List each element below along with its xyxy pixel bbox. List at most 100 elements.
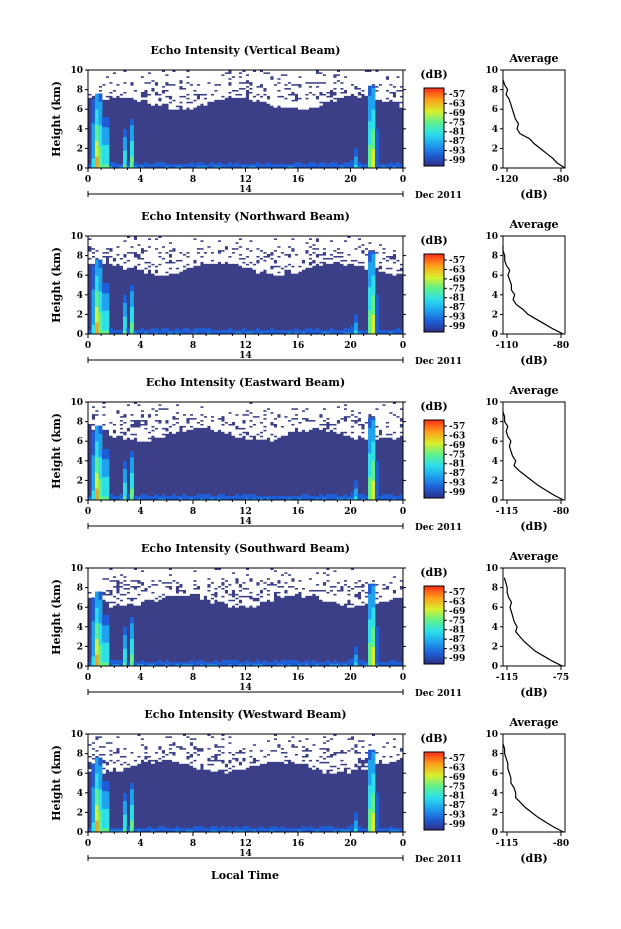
colorbar-unit: (dB) (420, 234, 447, 247)
colorbar-tick-label: -81 (449, 792, 465, 802)
profile-y-tick-label: 0 (492, 330, 498, 340)
heatmap-cells (88, 734, 404, 833)
profile-x-label: (dB) (520, 354, 547, 367)
y-axis-label: Height (km) (50, 81, 63, 157)
profile-y-tick-label: 2 (492, 310, 498, 320)
colorbar-tick-label: -93 (449, 811, 465, 821)
profile-y-tick-label: 0 (492, 662, 498, 672)
profile-y-tick-label: 4 (492, 125, 498, 135)
colorbar-tick-label: -57 (449, 90, 465, 100)
date-label: Dec 2011 (415, 855, 462, 865)
profile-x-tick-label: -80 (553, 839, 569, 849)
date-label: Dec 2011 (415, 191, 462, 201)
x-tick-label: 0 (400, 673, 406, 683)
heatmap-cells (88, 568, 404, 667)
y-tick-label: 4 (77, 789, 83, 799)
colorbar-tick-label: -93 (449, 479, 465, 489)
panel-title: Echo Intensity (Westward Beam) (144, 708, 346, 721)
colorbar-tick-label: -63 (449, 597, 465, 607)
colorbar-tick-label: -87 (449, 469, 465, 479)
y-tick-label: 10 (70, 730, 83, 740)
colorbar-unit: (dB) (420, 68, 447, 81)
profile-x-tick-label: -80 (553, 507, 569, 517)
profile-title: Average (508, 550, 558, 563)
x-tick-label: 4 (137, 175, 143, 185)
y-tick-label: 2 (77, 476, 83, 486)
profile-x-label: (dB) (520, 852, 547, 865)
colorbar-tick-label: -69 (449, 773, 465, 783)
y-tick-label: 2 (77, 808, 83, 818)
colorbar-tick-label: -75 (449, 450, 465, 460)
y-tick-label: 10 (70, 66, 83, 76)
x-tick-label: 4 (137, 839, 143, 849)
profile-title: Average (508, 218, 558, 231)
panel-title: Echo Intensity (Southward Beam) (141, 542, 350, 555)
profile-x-label: (dB) (520, 188, 547, 201)
x-tick-label: 0 (85, 341, 91, 351)
profile-y-tick-label: 10 (485, 398, 498, 408)
y-tick-label: 0 (77, 330, 83, 340)
y-tick-label: 0 (77, 496, 83, 506)
x-axis-label: Local Time (211, 869, 279, 882)
profile-y-tick-label: 0 (492, 164, 498, 174)
profile-frame (502, 401, 566, 501)
x-tick-label: 8 (190, 839, 196, 849)
profile-title: Average (508, 52, 558, 65)
colorbar-tick-label: -87 (449, 303, 465, 313)
x-tick-label: 0 (85, 673, 91, 683)
colorbar-tick-label: -99 (449, 820, 465, 830)
panel-title: Echo Intensity (Vertical Beam) (150, 44, 340, 57)
colorbar-tick-label: -81 (449, 460, 465, 470)
colorbar-tick-label: -63 (449, 763, 465, 773)
profile-y-tick-label: 6 (492, 105, 498, 115)
x-tick-label: 0 (400, 175, 406, 185)
colorbar-tick-label: -75 (449, 284, 465, 294)
x-tick-label: 16 (292, 341, 305, 351)
colorbar-tick-label: -57 (449, 256, 465, 266)
colorbar-tick-label: -93 (449, 313, 465, 323)
profile-x-label: (dB) (520, 520, 547, 533)
profile-y-tick-label: 6 (492, 603, 498, 613)
x-tick-label: 16 (292, 839, 305, 849)
colorbar-tick-label: -81 (449, 626, 465, 636)
panel-5: Echo Intensity (Westward Beam) 0 2 4 6 8 10 0 4 8… (50, 708, 569, 865)
profile-x-label: (dB) (520, 686, 547, 699)
y-tick-label: 8 (77, 252, 83, 262)
profile-y-tick-label: 4 (492, 457, 498, 467)
x-tick-label: 12 (239, 673, 252, 683)
colorbar-tick-label: -57 (449, 588, 465, 598)
colorbar-tick-label: -87 (449, 137, 465, 147)
colorbar (423, 419, 445, 499)
colorbar-tick-label: -63 (449, 431, 465, 441)
date-day: 14 (239, 683, 252, 693)
y-tick-label: 4 (77, 457, 83, 467)
x-tick-label: 0 (400, 507, 406, 517)
colorbar-tick-label: -69 (449, 275, 465, 285)
y-axis-label: Height (km) (50, 413, 63, 489)
x-tick-label: 12 (239, 839, 252, 849)
profile-y-tick-label: 4 (492, 623, 498, 633)
y-tick-label: 0 (77, 164, 83, 174)
profile-y-tick-label: 2 (492, 144, 498, 154)
profile-y-tick-label: 8 (492, 584, 498, 594)
y-tick-label: 6 (77, 271, 83, 281)
x-tick-label: 8 (190, 673, 196, 683)
x-tick-label: 12 (239, 341, 252, 351)
y-tick-label: 6 (77, 437, 83, 447)
colorbar (423, 253, 445, 333)
x-tick-label: 4 (137, 341, 143, 351)
profile-frame (502, 733, 566, 833)
y-tick-label: 2 (77, 144, 83, 154)
y-tick-label: 8 (77, 86, 83, 96)
colorbar-unit: (dB) (420, 732, 447, 745)
colorbar-tick-label: -81 (449, 294, 465, 304)
colorbar-tick-label: -69 (449, 441, 465, 451)
colorbar-tick-label: -75 (449, 118, 465, 128)
profile-x-tick-label: -120 (496, 175, 519, 185)
date-label: Dec 2011 (415, 523, 462, 533)
profile-line (502, 411, 564, 501)
colorbar-tick-label: -75 (449, 616, 465, 626)
colorbar-unit: (dB) (420, 400, 447, 413)
x-tick-label: 8 (190, 507, 196, 517)
panel-title: Echo Intensity (Eastward Beam) (146, 376, 345, 389)
